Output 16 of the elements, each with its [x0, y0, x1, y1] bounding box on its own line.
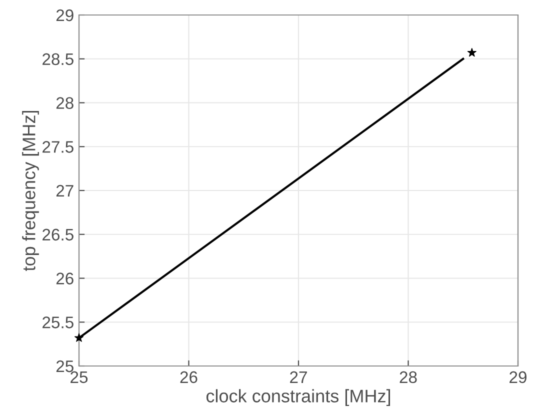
y-tick-label: 26.5: [42, 228, 74, 241]
y-tick-label: 29: [56, 9, 74, 22]
x-tick-label: 26: [180, 371, 198, 384]
y-tick-label: 25: [56, 360, 74, 372]
y-tick-label: 27.5: [42, 141, 74, 153]
y-tick-label: 26: [56, 272, 74, 284]
y-tick-label: 27: [56, 184, 74, 197]
x-tick-label: 29: [510, 371, 526, 384]
y-tick-label: 28: [56, 97, 74, 109]
y-axis-title: top frequency [MHz]: [22, 111, 39, 272]
x-axis-title: clock constraints [MHz]: [206, 389, 390, 406]
y-tick-label: 28.5: [42, 53, 74, 66]
x-tick-label: 27: [290, 371, 307, 383]
x-tick-label: 28: [400, 371, 417, 384]
x-tick-label: 25: [70, 371, 88, 384]
y-tick-label: 25.5: [42, 316, 74, 328]
